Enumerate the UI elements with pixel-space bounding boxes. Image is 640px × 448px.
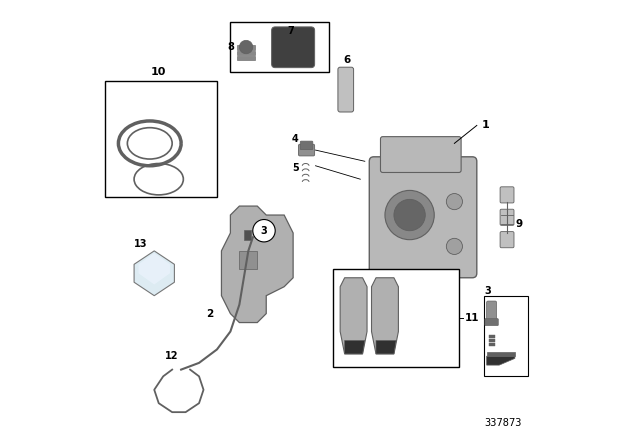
FancyBboxPatch shape bbox=[380, 137, 461, 172]
FancyBboxPatch shape bbox=[298, 144, 315, 156]
Bar bbox=[244, 230, 251, 240]
Polygon shape bbox=[340, 278, 367, 354]
Text: 12: 12 bbox=[165, 351, 179, 361]
Bar bbox=[230, 22, 329, 72]
Circle shape bbox=[239, 40, 253, 54]
FancyBboxPatch shape bbox=[338, 67, 354, 112]
FancyBboxPatch shape bbox=[485, 319, 499, 326]
Bar bbox=[237, 51, 255, 55]
FancyBboxPatch shape bbox=[500, 209, 514, 225]
Bar bbox=[105, 81, 217, 197]
Circle shape bbox=[253, 220, 275, 242]
Polygon shape bbox=[376, 340, 396, 354]
Text: 337873: 337873 bbox=[484, 418, 522, 428]
Text: 13: 13 bbox=[134, 239, 148, 249]
Text: 11: 11 bbox=[465, 313, 479, 323]
FancyBboxPatch shape bbox=[369, 157, 477, 278]
Polygon shape bbox=[486, 356, 515, 365]
Text: 5: 5 bbox=[292, 163, 299, 173]
Text: 8: 8 bbox=[227, 42, 234, 52]
Circle shape bbox=[446, 238, 463, 254]
Text: 10: 10 bbox=[151, 67, 166, 77]
Bar bbox=[490, 335, 495, 338]
Polygon shape bbox=[486, 352, 515, 356]
Bar bbox=[490, 343, 495, 346]
Circle shape bbox=[394, 199, 425, 231]
Text: 3: 3 bbox=[260, 226, 268, 236]
Text: 9: 9 bbox=[516, 219, 523, 229]
Text: 3: 3 bbox=[484, 286, 492, 296]
FancyBboxPatch shape bbox=[500, 187, 514, 203]
Text: 4: 4 bbox=[292, 134, 299, 144]
Text: 1: 1 bbox=[482, 121, 490, 130]
Polygon shape bbox=[345, 340, 365, 354]
FancyBboxPatch shape bbox=[300, 141, 313, 150]
Bar bbox=[484, 296, 528, 376]
Circle shape bbox=[446, 194, 463, 210]
Bar bbox=[490, 339, 495, 342]
Bar bbox=[237, 45, 255, 50]
Bar bbox=[237, 56, 255, 60]
Text: 2: 2 bbox=[207, 309, 214, 319]
FancyBboxPatch shape bbox=[500, 232, 514, 248]
Polygon shape bbox=[371, 278, 398, 354]
Polygon shape bbox=[239, 251, 257, 269]
Text: 6: 6 bbox=[343, 56, 351, 65]
FancyBboxPatch shape bbox=[486, 301, 497, 322]
Bar bbox=[333, 269, 459, 367]
Text: 7: 7 bbox=[287, 26, 294, 36]
FancyBboxPatch shape bbox=[271, 27, 315, 68]
Polygon shape bbox=[139, 253, 170, 284]
Polygon shape bbox=[221, 206, 293, 323]
Polygon shape bbox=[134, 251, 174, 296]
Circle shape bbox=[385, 190, 434, 240]
